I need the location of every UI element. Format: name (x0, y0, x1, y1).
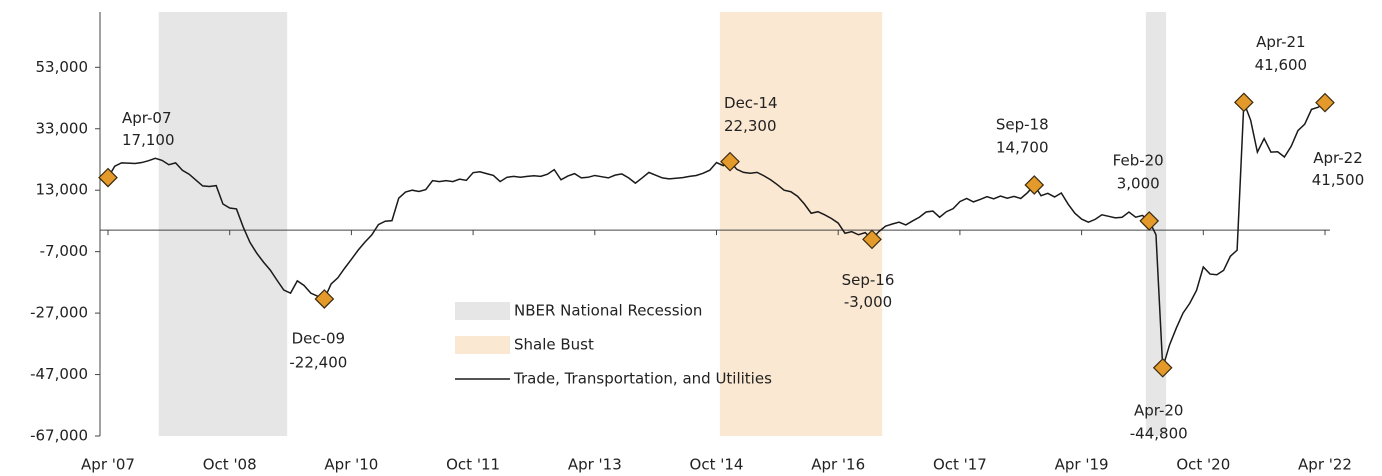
annotation-label: Apr-07 (122, 109, 172, 127)
marker (1139, 211, 1160, 231)
annotation-label: Dec-09 (292, 329, 346, 347)
x-tick-label: Apr '16 (811, 456, 865, 474)
marker (98, 167, 118, 188)
region (158, 12, 288, 436)
annotation-value: 22,300 (724, 117, 777, 135)
y-tick-label: -47,000 (30, 365, 88, 383)
annotation-label: Sep-16 (842, 271, 895, 289)
annotation-label: Feb-20 (1113, 151, 1164, 169)
legend-label: Trade, Transportation, and Utilities (513, 370, 772, 388)
legend-swatch (455, 336, 510, 354)
annotation-label: Apr-21 (1256, 33, 1306, 51)
y-tick-label: -67,000 (30, 427, 88, 445)
annotation-value: 3,000 (1117, 174, 1160, 192)
x-tick-label: Apr '10 (324, 456, 378, 474)
x-tick-label: Oct '17 (933, 456, 987, 474)
x-tick-label: Oct '08 (203, 456, 257, 474)
annotation-value: 14,700 (996, 138, 1049, 156)
legend-swatch (455, 302, 510, 320)
annotation-value: -22,400 (289, 353, 347, 371)
legend-label: NBER National Recession (514, 302, 702, 320)
x-tick-label: Oct '20 (1176, 456, 1230, 474)
x-tick-label: Apr '07 (81, 456, 135, 474)
annotation-value: -3,000 (844, 293, 892, 311)
marker (1152, 357, 1173, 378)
x-tick-label: Oct '11 (446, 456, 500, 474)
x-tick-label: Oct '14 (690, 456, 744, 474)
annotation-value: 41,500 (1312, 171, 1365, 189)
region (719, 12, 883, 436)
y-tick-label: 33,000 (36, 119, 89, 137)
annotation-label: Apr-22 (1313, 149, 1363, 167)
x-tick-label: Apr '19 (1055, 456, 1109, 474)
marker (1234, 92, 1254, 113)
x-tick-label: Apr '22 (1298, 456, 1352, 474)
annotation-label: Sep-18 (996, 115, 1049, 133)
annotation-label: Dec-14 (724, 94, 778, 112)
y-tick-label: 53,000 (36, 58, 89, 76)
y-tick-label: 13,000 (36, 181, 89, 199)
legend-label: Shale Bust (514, 336, 594, 354)
x-tick-label: Apr '13 (568, 456, 622, 474)
y-tick-label: -27,000 (30, 304, 88, 322)
marker (1024, 175, 1045, 195)
marker (720, 151, 740, 172)
marker (1315, 92, 1335, 113)
annotation-value: 41,600 (1255, 56, 1308, 74)
marker (314, 289, 335, 309)
series-line (107, 102, 1326, 369)
annotation-label: Apr-20 (1134, 401, 1184, 419)
marker (862, 229, 882, 250)
annotation-value: 17,100 (122, 131, 175, 149)
y-tick-label: -7,000 (40, 242, 88, 260)
annotation-value: -44,800 (1130, 424, 1188, 442)
